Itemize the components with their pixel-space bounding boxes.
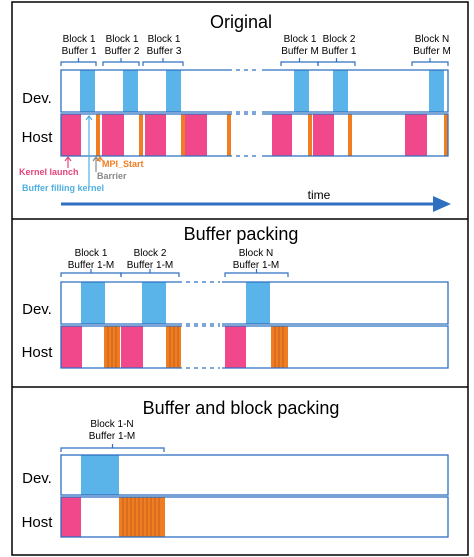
mpi-block bbox=[119, 497, 165, 537]
device-block bbox=[166, 70, 181, 112]
row-label-host: Host bbox=[22, 129, 54, 146]
brace-label: Buffer 1-M bbox=[68, 260, 115, 271]
kernel-block bbox=[225, 326, 246, 368]
mpi-block bbox=[308, 114, 312, 156]
panel-title: Original bbox=[210, 12, 272, 32]
outer-frame bbox=[11, 1, 469, 556]
brace-label: Buffer 3 bbox=[147, 46, 182, 57]
brace-label: Buffer 2 bbox=[105, 46, 140, 57]
lane-outlines bbox=[60, 281, 449, 369]
kernel-block bbox=[61, 326, 82, 368]
brace-label: Block 1 bbox=[63, 34, 96, 45]
mpi-block bbox=[166, 326, 181, 368]
mpi-block bbox=[139, 114, 143, 156]
mpi-block bbox=[271, 326, 288, 368]
device-block bbox=[81, 282, 105, 324]
device-block bbox=[123, 70, 138, 112]
row-label-host: Host bbox=[22, 344, 54, 361]
brace bbox=[60, 58, 449, 66]
brace-label: Block N bbox=[415, 34, 449, 45]
panel-original: Original Block 1 Buffer 1 Block 1 Buffer… bbox=[19, 12, 451, 212]
mpi-block bbox=[227, 114, 231, 156]
brace-label: Block 1-N bbox=[90, 419, 133, 430]
row-label-host: Host bbox=[22, 514, 54, 531]
mpi-packed bbox=[104, 326, 288, 368]
kernel-block bbox=[121, 326, 143, 368]
kernel-blocks bbox=[61, 114, 427, 156]
brace-label: Block 1 bbox=[284, 34, 317, 45]
mpi-block bbox=[96, 114, 100, 156]
brace-label: Buffer 1 bbox=[62, 46, 97, 57]
annotation-kernel-launch: Kernel launch bbox=[19, 167, 79, 177]
row-label-dev: Dev. bbox=[22, 90, 52, 107]
kernel-block bbox=[102, 114, 124, 156]
kernel-block bbox=[185, 114, 207, 156]
row-label-dev: Dev. bbox=[22, 470, 52, 487]
mpi-stripes bbox=[122, 497, 160, 537]
mpi-block bbox=[181, 114, 185, 156]
annotation-buffer-filling: Buffer filling kernel bbox=[22, 183, 104, 193]
mpi-blocks bbox=[96, 114, 448, 156]
brace-label: Buffer 1 bbox=[322, 46, 357, 57]
time-label: time bbox=[308, 188, 331, 202]
device-block bbox=[294, 70, 309, 112]
brace-label: Buffer 1-M bbox=[233, 260, 280, 271]
device-block bbox=[81, 455, 119, 495]
brace-label: Block 1 bbox=[106, 34, 139, 45]
brace-label: Block N bbox=[239, 248, 273, 259]
kernel-blocks bbox=[61, 326, 246, 368]
kernel-block bbox=[272, 114, 292, 156]
brace-label: Block 1 bbox=[148, 34, 181, 45]
device-blocks bbox=[81, 282, 270, 324]
time-arrowhead bbox=[433, 196, 451, 212]
device-block bbox=[246, 282, 270, 324]
brace-label: Buffer 1-M bbox=[127, 260, 174, 271]
brace-labels: Block 1 Buffer 1-M Block 2 Buffer 1-M Bl… bbox=[68, 248, 280, 271]
device-blocks bbox=[80, 70, 444, 112]
brace-label: Buffer M bbox=[413, 46, 451, 57]
kernel-block bbox=[405, 114, 427, 156]
lane-outlines bbox=[60, 69, 449, 157]
annotation-arrows bbox=[64, 115, 104, 186]
brace-label: Block 2 bbox=[134, 248, 167, 259]
brace-label: Block 2 bbox=[323, 34, 356, 45]
brace-label: Buffer M bbox=[281, 46, 319, 57]
annotation-barrier: Barrier bbox=[97, 171, 127, 181]
panel-buffer-block-packing: Buffer and block packing Block 1-N Buffe… bbox=[22, 398, 449, 538]
panel-title: Buffer packing bbox=[184, 224, 299, 244]
device-block bbox=[142, 282, 166, 324]
panel-buffer-packing: Buffer packing Block 1 Buffer 1-M Block … bbox=[22, 224, 449, 369]
brace bbox=[60, 269, 289, 277]
brace-label: Block 1 bbox=[75, 248, 108, 259]
brace bbox=[60, 444, 165, 452]
row-label-dev: Dev. bbox=[22, 301, 52, 318]
kernel-block bbox=[61, 497, 81, 537]
lane-outlines bbox=[60, 454, 449, 538]
device-block bbox=[80, 70, 95, 112]
mpi-block bbox=[348, 114, 352, 156]
device-block bbox=[333, 70, 348, 112]
brace-labels: Block 1 Buffer 1 Block 1 Buffer 2 Block … bbox=[62, 34, 451, 57]
mpi-block bbox=[444, 114, 448, 156]
annotation-mpi-start: MPI_Start bbox=[102, 159, 144, 169]
kernel-block bbox=[61, 114, 81, 156]
device-block bbox=[429, 70, 444, 112]
kernel-block bbox=[313, 114, 334, 156]
panel-title: Buffer and block packing bbox=[143, 398, 340, 418]
kernel-block bbox=[145, 114, 166, 156]
brace-label: Buffer 1-M bbox=[89, 431, 136, 442]
